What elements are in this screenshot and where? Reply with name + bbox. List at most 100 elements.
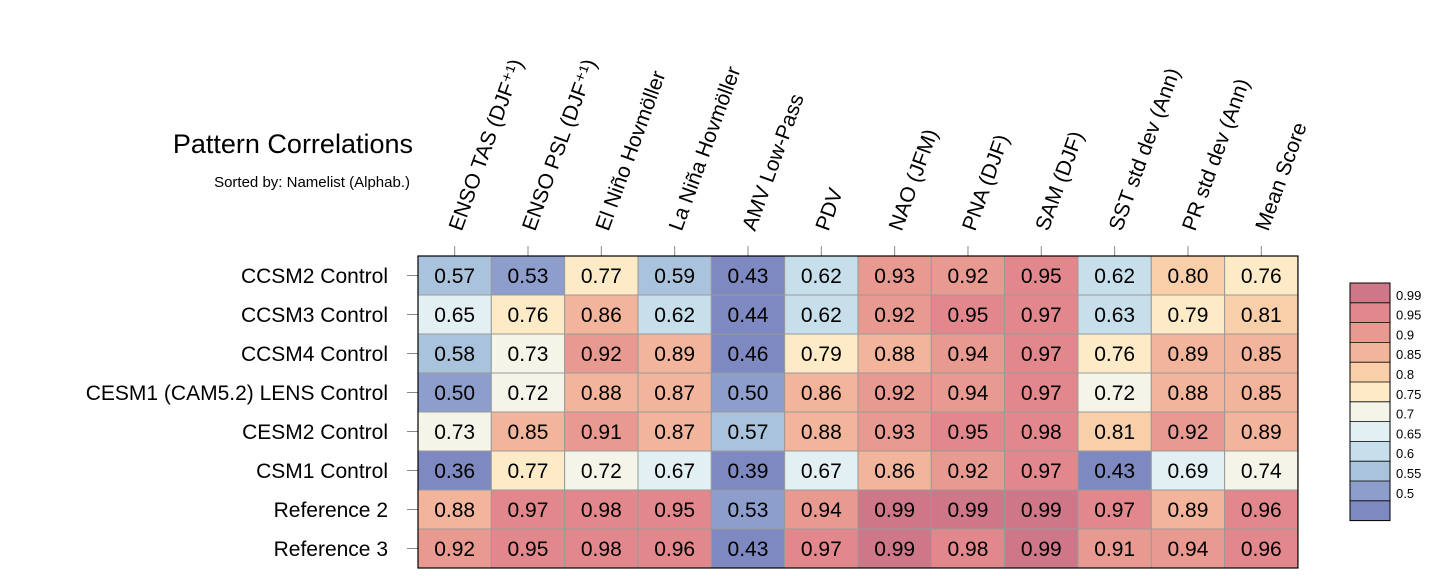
heatmap-cell — [930, 489, 1006, 530]
cell-value: 0.67 — [654, 460, 695, 483]
colorbar-tick-label: 0.75 — [1396, 387, 1421, 402]
cell-value: 0.87 — [654, 421, 695, 444]
cell-value: 0.95 — [1021, 265, 1062, 288]
colorbar-swatch — [1350, 421, 1390, 442]
heatmap-cell — [857, 528, 932, 569]
heatmap-cell — [564, 411, 639, 452]
colorbar-tick-label: 0.85 — [1396, 347, 1421, 362]
heatmap-cell — [930, 372, 1006, 413]
colorbar-swatch — [1350, 461, 1390, 481]
heatmap-cell — [417, 333, 492, 374]
heatmap-cell — [564, 372, 639, 413]
heatmap-cell — [1004, 489, 1079, 530]
cell-value: 0.74 — [1241, 460, 1282, 483]
cell-value: 0.36 — [434, 460, 475, 483]
cell-value: 0.99 — [874, 538, 915, 561]
cell-value: 0.50 — [434, 382, 475, 405]
heatmap-cell — [1004, 528, 1079, 569]
column-label: PR std dev (Ann) — [1178, 76, 1254, 234]
cell-value: 0.87 — [654, 382, 695, 405]
heatmap-cell — [637, 450, 712, 491]
cell-value: 0.95 — [948, 304, 989, 327]
row-label: CESM2 Control — [242, 421, 388, 444]
cell-value: 0.99 — [948, 499, 989, 522]
colorbar-swatch — [1350, 441, 1390, 462]
cell-value: 0.94 — [1168, 538, 1209, 561]
cell-value: 0.88 — [434, 499, 475, 522]
cell-value: 0.97 — [1094, 499, 1135, 522]
cell-value: 0.97 — [801, 538, 842, 561]
cell-value: 0.86 — [801, 382, 842, 405]
heatmap-cell — [490, 255, 566, 296]
cell-value: 0.57 — [434, 265, 475, 288]
column-label: ENSO TAS (DJF⁺¹) — [445, 56, 528, 234]
cell-value: 0.50 — [728, 382, 769, 405]
cell-value: 0.62 — [801, 265, 842, 288]
cell-value: 0.95 — [948, 421, 989, 444]
column-label: AMV Low-Pass — [738, 91, 809, 234]
column-label: SST std dev (Ann) — [1105, 65, 1185, 234]
heatmap-cell — [1150, 411, 1226, 452]
cell-value: 0.96 — [1241, 499, 1282, 522]
cell-value: 0.43 — [728, 265, 769, 288]
heatmap-cell — [1224, 528, 1299, 569]
heatmap-cells: 0.57 0.53 0.77 0.59 0.43 0.62 0.93 0.92 0.95 0.62… — [417, 255, 1299, 569]
cell-value: 0.65 — [434, 304, 475, 327]
cell-value: 0.97 — [1021, 343, 1062, 366]
cell-value: 0.92 — [874, 382, 915, 405]
cell-value: 0.58 — [434, 343, 475, 366]
heatmap-cell — [784, 333, 859, 374]
heatmap-cell — [857, 450, 932, 491]
cell-value: 0.97 — [508, 499, 549, 522]
cell-value: 0.46 — [728, 343, 769, 366]
cell-value: 0.89 — [654, 343, 695, 366]
cell-value: 0.88 — [581, 382, 622, 405]
colorbar-tick-label: 0.9 — [1396, 327, 1414, 342]
column-labels: ENSO TAS (DJF⁺¹)ENSO PSL (DJF⁺¹)El Niño … — [445, 56, 1312, 256]
heatmap-cell — [417, 294, 492, 335]
column-label: PNA (DJF) — [958, 132, 1014, 234]
colorbar-tick-label: 0.99 — [1396, 288, 1421, 303]
cell-value: 0.43 — [1094, 460, 1135, 483]
heatmap-cell — [784, 450, 859, 491]
cell-value: 0.96 — [654, 538, 695, 561]
column-label: PDV — [811, 185, 847, 233]
row-label: CCSM4 Control — [241, 343, 388, 366]
heatmap-cell — [857, 411, 932, 452]
heatmap-cell — [637, 372, 712, 413]
heatmap-cell — [417, 528, 492, 569]
heatmap-cell — [417, 411, 492, 452]
cell-value: 0.76 — [508, 304, 549, 327]
heatmap-cell — [784, 489, 859, 530]
colorbar-swatch — [1350, 500, 1390, 521]
cell-value: 0.95 — [654, 499, 695, 522]
cell-value: 0.92 — [434, 538, 475, 561]
cell-value: 0.80 — [1168, 265, 1209, 288]
colorbar-swatch — [1350, 401, 1390, 422]
cell-value: 0.59 — [654, 265, 695, 288]
cell-value: 0.93 — [874, 421, 915, 444]
cell-value: 0.69 — [1168, 460, 1209, 483]
cell-value: 0.91 — [1094, 538, 1135, 561]
heatmap-cell — [857, 489, 932, 530]
heatmap-cell — [564, 450, 639, 491]
cell-value: 0.79 — [1168, 304, 1209, 327]
row-label: CSM1 Control — [256, 460, 388, 483]
column-label: Mean Score — [1251, 119, 1311, 233]
cell-value: 0.62 — [654, 304, 695, 327]
heatmap-cell — [564, 528, 639, 569]
row-label: Reference 2 — [274, 499, 388, 522]
column-label: SAM (DJF) — [1031, 128, 1088, 233]
heatmap-cell — [1224, 333, 1299, 374]
cell-value: 0.72 — [581, 460, 622, 483]
heatmap-cell — [1077, 528, 1152, 569]
cell-value: 0.91 — [581, 421, 622, 444]
cell-value: 0.76 — [1241, 265, 1282, 288]
row-label: CCSM2 Control — [241, 265, 388, 288]
colorbar-tick-label: 0.7 — [1396, 407, 1414, 422]
heatmap-cell — [637, 489, 712, 530]
heatmap-cell — [930, 294, 1006, 335]
cell-value: 0.89 — [1241, 421, 1282, 444]
heatmap-cell — [930, 450, 1006, 491]
